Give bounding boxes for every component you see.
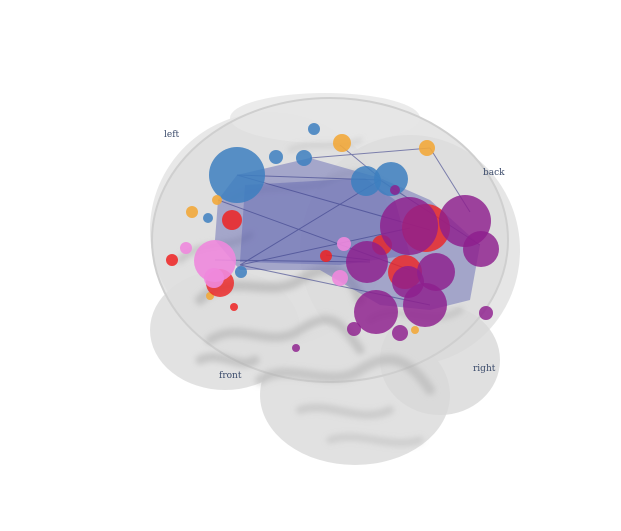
label-front: front [219, 371, 242, 381]
node-purple [347, 322, 361, 336]
node-orange [212, 195, 222, 205]
label-back: back [483, 168, 505, 178]
node-blue [235, 266, 247, 278]
node-pink [204, 268, 224, 288]
node-purple [463, 231, 499, 267]
node-purple [392, 325, 408, 341]
node-orange [419, 140, 435, 156]
node-purple [346, 241, 388, 283]
node-purple [479, 306, 493, 320]
node-red [230, 303, 238, 311]
node-purple [380, 197, 438, 255]
node-blue [209, 147, 265, 203]
node-purple [403, 283, 447, 327]
node-orange [333, 134, 351, 152]
node-purple [417, 253, 455, 291]
node-pink [337, 237, 351, 251]
node-red [222, 210, 242, 230]
node-red [320, 250, 332, 262]
node-purple [292, 344, 300, 352]
node-blue [296, 150, 312, 166]
label-right: right [473, 364, 496, 374]
network-nodes [166, 123, 499, 352]
node-orange [411, 326, 419, 334]
node-pink [332, 270, 348, 286]
node-blue [203, 213, 213, 223]
node-blue [351, 166, 381, 196]
node-blue [308, 123, 320, 135]
label-left: left [164, 130, 180, 140]
node-orange [186, 206, 198, 218]
node-red [166, 254, 178, 266]
node-pink [194, 240, 236, 282]
node-blue [374, 162, 408, 196]
orientation-labels: left back front right [164, 130, 505, 381]
node-purple [390, 185, 400, 195]
node-pink [180, 242, 192, 254]
node-purple [354, 290, 398, 334]
node-blue [269, 150, 283, 164]
